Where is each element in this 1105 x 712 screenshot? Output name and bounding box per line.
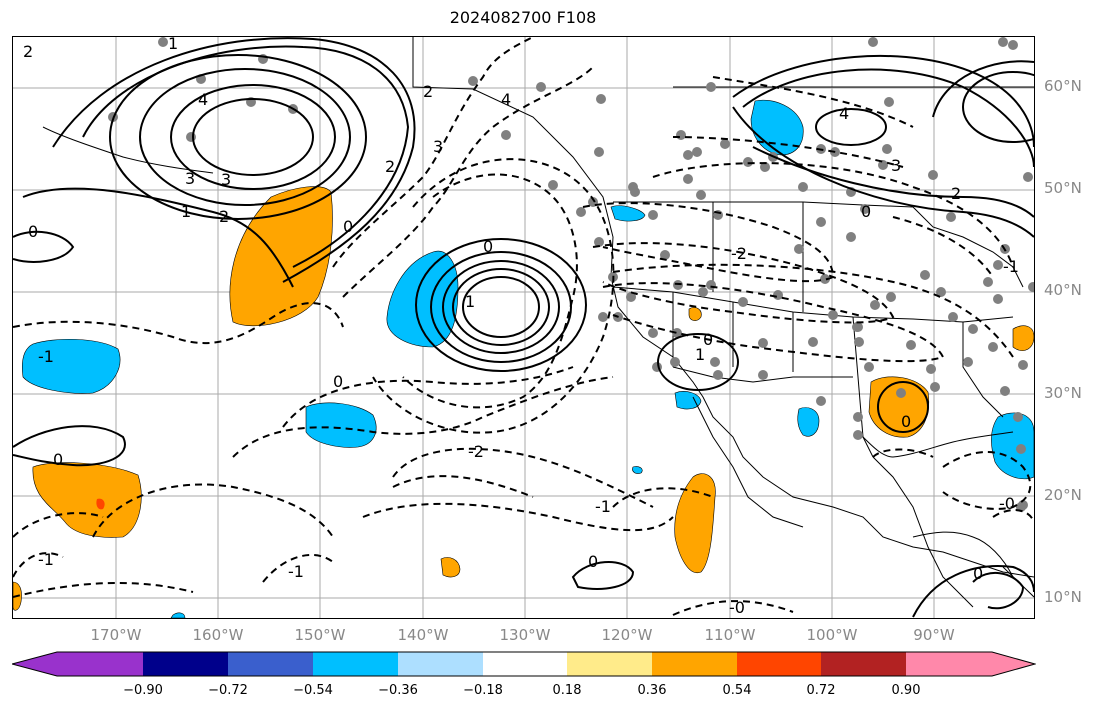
colorbar-tick: 0.72	[806, 683, 836, 698]
orange-region	[440, 557, 461, 578]
gridlines	[13, 37, 1034, 618]
contour-label: 2	[423, 82, 433, 101]
lon-label-150w: 150°W	[294, 626, 346, 644]
lon-label-160w: 160°W	[192, 626, 244, 644]
lon-label-170w: 170°W	[90, 626, 142, 644]
colorbar-segment	[483, 652, 567, 676]
contour-label: -0	[999, 494, 1015, 513]
contour-label: 3	[221, 170, 231, 189]
contour-label: 3	[891, 156, 901, 175]
orange-region	[674, 473, 716, 574]
contour-label: -2	[468, 442, 484, 461]
colorbar-outline	[12, 651, 1036, 677]
blue-region	[305, 402, 377, 448]
lat-label-10n: 10°N	[1044, 588, 1082, 606]
solid-contours	[13, 37, 1034, 618]
contour-label: 0	[703, 330, 713, 349]
colorbar-tick: −0.90	[123, 683, 163, 698]
colorbar-tick: −0.18	[463, 683, 503, 698]
blue-region	[386, 250, 459, 348]
contour-label: 0	[28, 222, 38, 241]
colorbar	[12, 651, 1036, 677]
blue-region	[170, 612, 186, 618]
lat-label-20n: 20°N	[1044, 486, 1082, 504]
orange-region	[32, 462, 142, 538]
lon-label-140w: 140°W	[397, 626, 449, 644]
contour-label: 0	[973, 564, 983, 583]
lon-label-110w: 110°W	[704, 626, 756, 644]
colorbar-segment	[737, 652, 821, 676]
orange-region	[229, 186, 333, 327]
contour-label: 1	[465, 292, 475, 311]
blue-region	[797, 407, 820, 437]
colorbar-segment	[228, 652, 313, 676]
colorbar-tick: 0.36	[637, 683, 667, 698]
colorbar-segment	[567, 652, 652, 676]
colorbar-segment	[12, 652, 143, 676]
contour-label: 2	[385, 157, 395, 176]
contour-label: 4	[839, 104, 849, 123]
contour-label: 3	[185, 169, 195, 188]
contour-label: 1	[181, 202, 191, 221]
map-canvas: 2 1 4 3 3 2 1 2 0 0 4 3 2 0 0 4 3 2 0 -2…	[13, 37, 1034, 618]
orange-region	[1012, 325, 1034, 351]
lat-label-30n: 30°N	[1044, 384, 1082, 402]
lat-label-50n: 50°N	[1044, 179, 1082, 197]
contour-label: -1	[38, 550, 54, 569]
dashed-contours	[13, 37, 1034, 616]
colorbar-tick: −0.72	[208, 683, 248, 698]
contour-labels: 2 1 4 3 3 2 1 2 0 0 4 3 2 0 0 4 3 2 0 -2…	[23, 37, 1019, 617]
blue-region	[991, 412, 1034, 480]
contour-label: -2	[731, 244, 747, 263]
contour-label: 2	[23, 42, 33, 61]
contour-label: 1	[695, 345, 705, 364]
colorbar-segment	[906, 652, 1035, 676]
colorbar-tick: 0.18	[552, 683, 582, 698]
contour-label: 2	[951, 184, 961, 203]
colorbar-tick: −0.54	[293, 683, 333, 698]
colorbar-tick: 0.90	[891, 683, 921, 698]
contour-label: 1	[168, 37, 178, 53]
colorbar-segment	[143, 652, 228, 676]
contour-label: 2	[219, 207, 229, 226]
blue-region	[674, 391, 702, 410]
plot-title: 2024082700 F108	[449, 8, 597, 27]
contour-label: 0	[588, 552, 598, 571]
colorbar-segment	[821, 652, 906, 676]
colorbar-segment	[398, 652, 483, 676]
map-panel: 2 1 4 3 3 2 1 2 0 0 4 3 2 0 0 4 3 2 0 -2…	[12, 36, 1035, 619]
contour-label: -1	[1003, 257, 1019, 276]
contour-label: 0	[53, 450, 63, 469]
lon-label-130w: 130°W	[499, 626, 551, 644]
colorbar-tick: −0.36	[378, 683, 418, 698]
contour-label: 0	[861, 202, 871, 221]
lon-label-120w: 120°W	[601, 626, 653, 644]
contour-label: 0	[483, 237, 493, 256]
lat-label-40n: 40°N	[1044, 281, 1082, 299]
contour-label: 3	[433, 137, 443, 156]
blue-region	[610, 205, 646, 222]
lon-label-100w: 100°W	[806, 626, 858, 644]
contour-label: 0	[901, 412, 911, 431]
lon-label-90w: 90°W	[913, 626, 955, 644]
contour-label: -1	[288, 562, 304, 581]
colorbar-tick: 0.54	[722, 683, 752, 698]
contour-label: 4	[198, 90, 208, 109]
contour-label: -0	[729, 598, 745, 617]
lat-label-60n: 60°N	[1044, 77, 1082, 95]
contour-label: -1	[595, 497, 611, 516]
colorbar-segment	[313, 652, 398, 676]
contour-label: 4	[501, 90, 511, 109]
red-region	[96, 498, 105, 510]
orange-region	[688, 307, 702, 321]
blue-region	[632, 466, 643, 474]
contour-label: 0	[343, 217, 353, 236]
contour-label: 0	[333, 372, 343, 391]
colorbar-segment	[652, 652, 737, 676]
contour-label: -1	[38, 347, 54, 366]
blue-region	[22, 338, 121, 394]
